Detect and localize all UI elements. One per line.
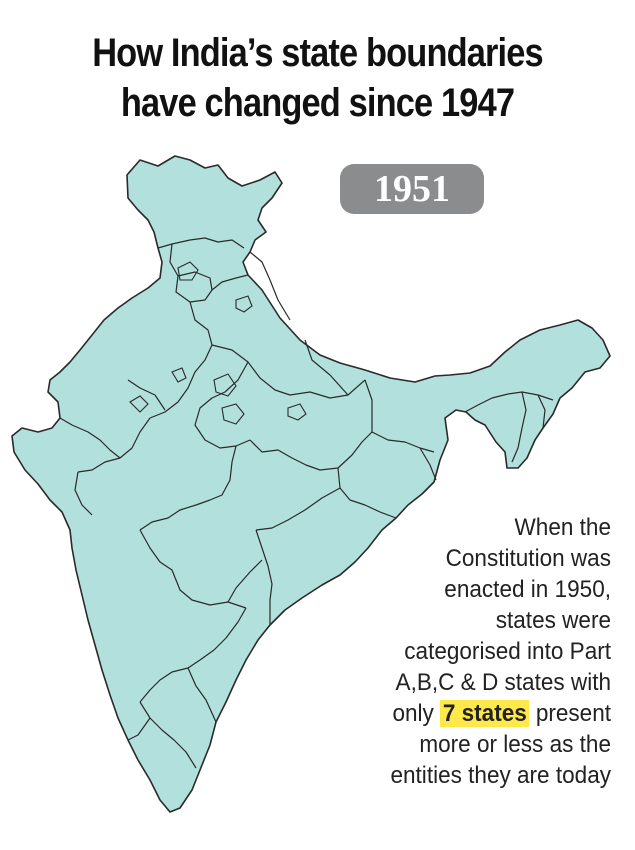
highlighted-state-count: 7 states	[440, 700, 530, 727]
caption-line-highlight-row: only 7 states present	[344, 698, 611, 729]
india-mainland	[11, 155, 611, 813]
caption-line: more or less as the	[419, 731, 611, 758]
state-enclaves	[129, 261, 307, 425]
caption-line: A,B,C & D states with	[395, 669, 611, 696]
caption-line: states were	[495, 607, 611, 634]
caption-line: enacted in 1950,	[444, 576, 611, 603]
caption-line: When the	[514, 514, 611, 541]
headline-line-1: How India’s state boundaries	[92, 31, 543, 75]
caption-line: Constitution was	[445, 545, 611, 572]
caption-line: entities they are today	[390, 762, 611, 789]
headline: How India’s state boundaries have change…	[44, 28, 590, 128]
caption-line: categorised into Part	[404, 638, 611, 665]
headline-line-2: have changed since 1947	[120, 81, 515, 125]
caption-word: present	[535, 700, 611, 727]
caption-word: only	[392, 700, 434, 727]
year-badge: 1951	[340, 164, 484, 214]
state-boundaries	[59, 237, 554, 769]
caption-text: When the Constitution was enacted in 195…	[344, 512, 611, 791]
